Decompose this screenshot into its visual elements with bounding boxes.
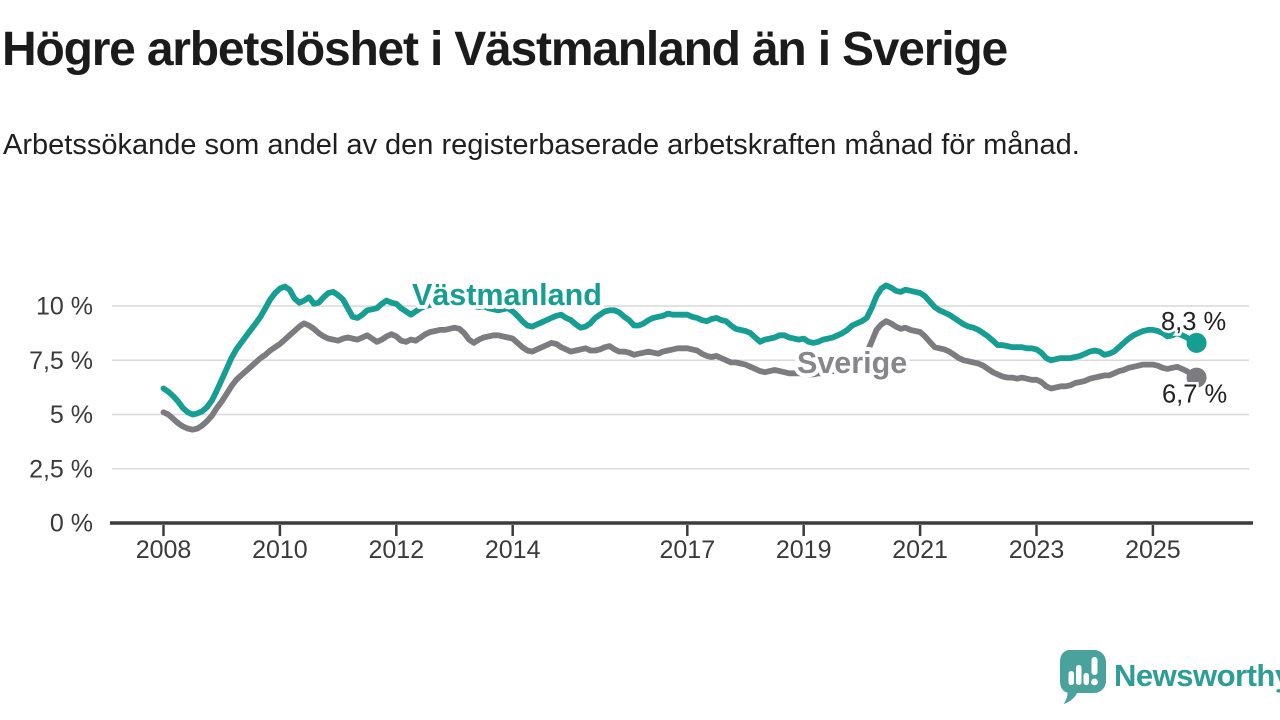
chart-subtitle: Arbetssökande som andel av den registerb… [3, 129, 1080, 161]
y-tick-label: 5 % [50, 401, 93, 429]
y-tick-label: 2,5 % [29, 455, 93, 483]
x-tick-label: 2014 [485, 536, 541, 564]
line-chart: 10 % 7,5 % 5 % 2,5 % 0 % 2008 2010 2012 2014 2017… [29, 274, 1253, 564]
chart-title: Högre arbetslöshet i Västmanland än i Sv… [2, 23, 1008, 76]
x-tick-label: 2017 [659, 536, 715, 564]
end-dot-västmanland [1186, 332, 1207, 353]
newsworthy-wordmark: Newsworthy [1114, 658, 1280, 693]
y-tick-label: 10 % [36, 293, 93, 321]
exclamation-dot [1091, 678, 1098, 686]
y-tick-label: 7,5 % [29, 347, 93, 375]
x-tick-label: 2010 [252, 536, 308, 564]
series-line-västmanland [160, 282, 1200, 418]
bar-1 [1068, 671, 1074, 685]
y-tick-label: 0 % [50, 510, 93, 538]
newsworthy-logo: Newsworthy [1060, 650, 1280, 704]
bar-2 [1076, 665, 1082, 685]
x-tick-label: 2021 [892, 536, 948, 564]
speech-bubble-shape [1060, 650, 1106, 704]
end-label-sverige: 6,7 % [1162, 381, 1227, 409]
exclamation-bar [1091, 657, 1098, 675]
x-tick-label: 2008 [136, 536, 192, 564]
end-label-västmanland: 8,3 % [1161, 308, 1226, 336]
series-label-sverige: Sverige [797, 346, 907, 380]
x-tick-label: 2012 [368, 536, 424, 564]
newsworthy-logo-icon [1060, 650, 1106, 704]
series-line-sverige [160, 318, 1200, 433]
x-tick-label: 2019 [776, 536, 832, 564]
series-label-västmanland: Västmanland [412, 278, 602, 312]
end-dot-sverige [1186, 367, 1207, 388]
x-tick-label: 2023 [1009, 536, 1065, 564]
bar-3 [1083, 673, 1089, 685]
x-tick-label: 2025 [1125, 536, 1181, 564]
